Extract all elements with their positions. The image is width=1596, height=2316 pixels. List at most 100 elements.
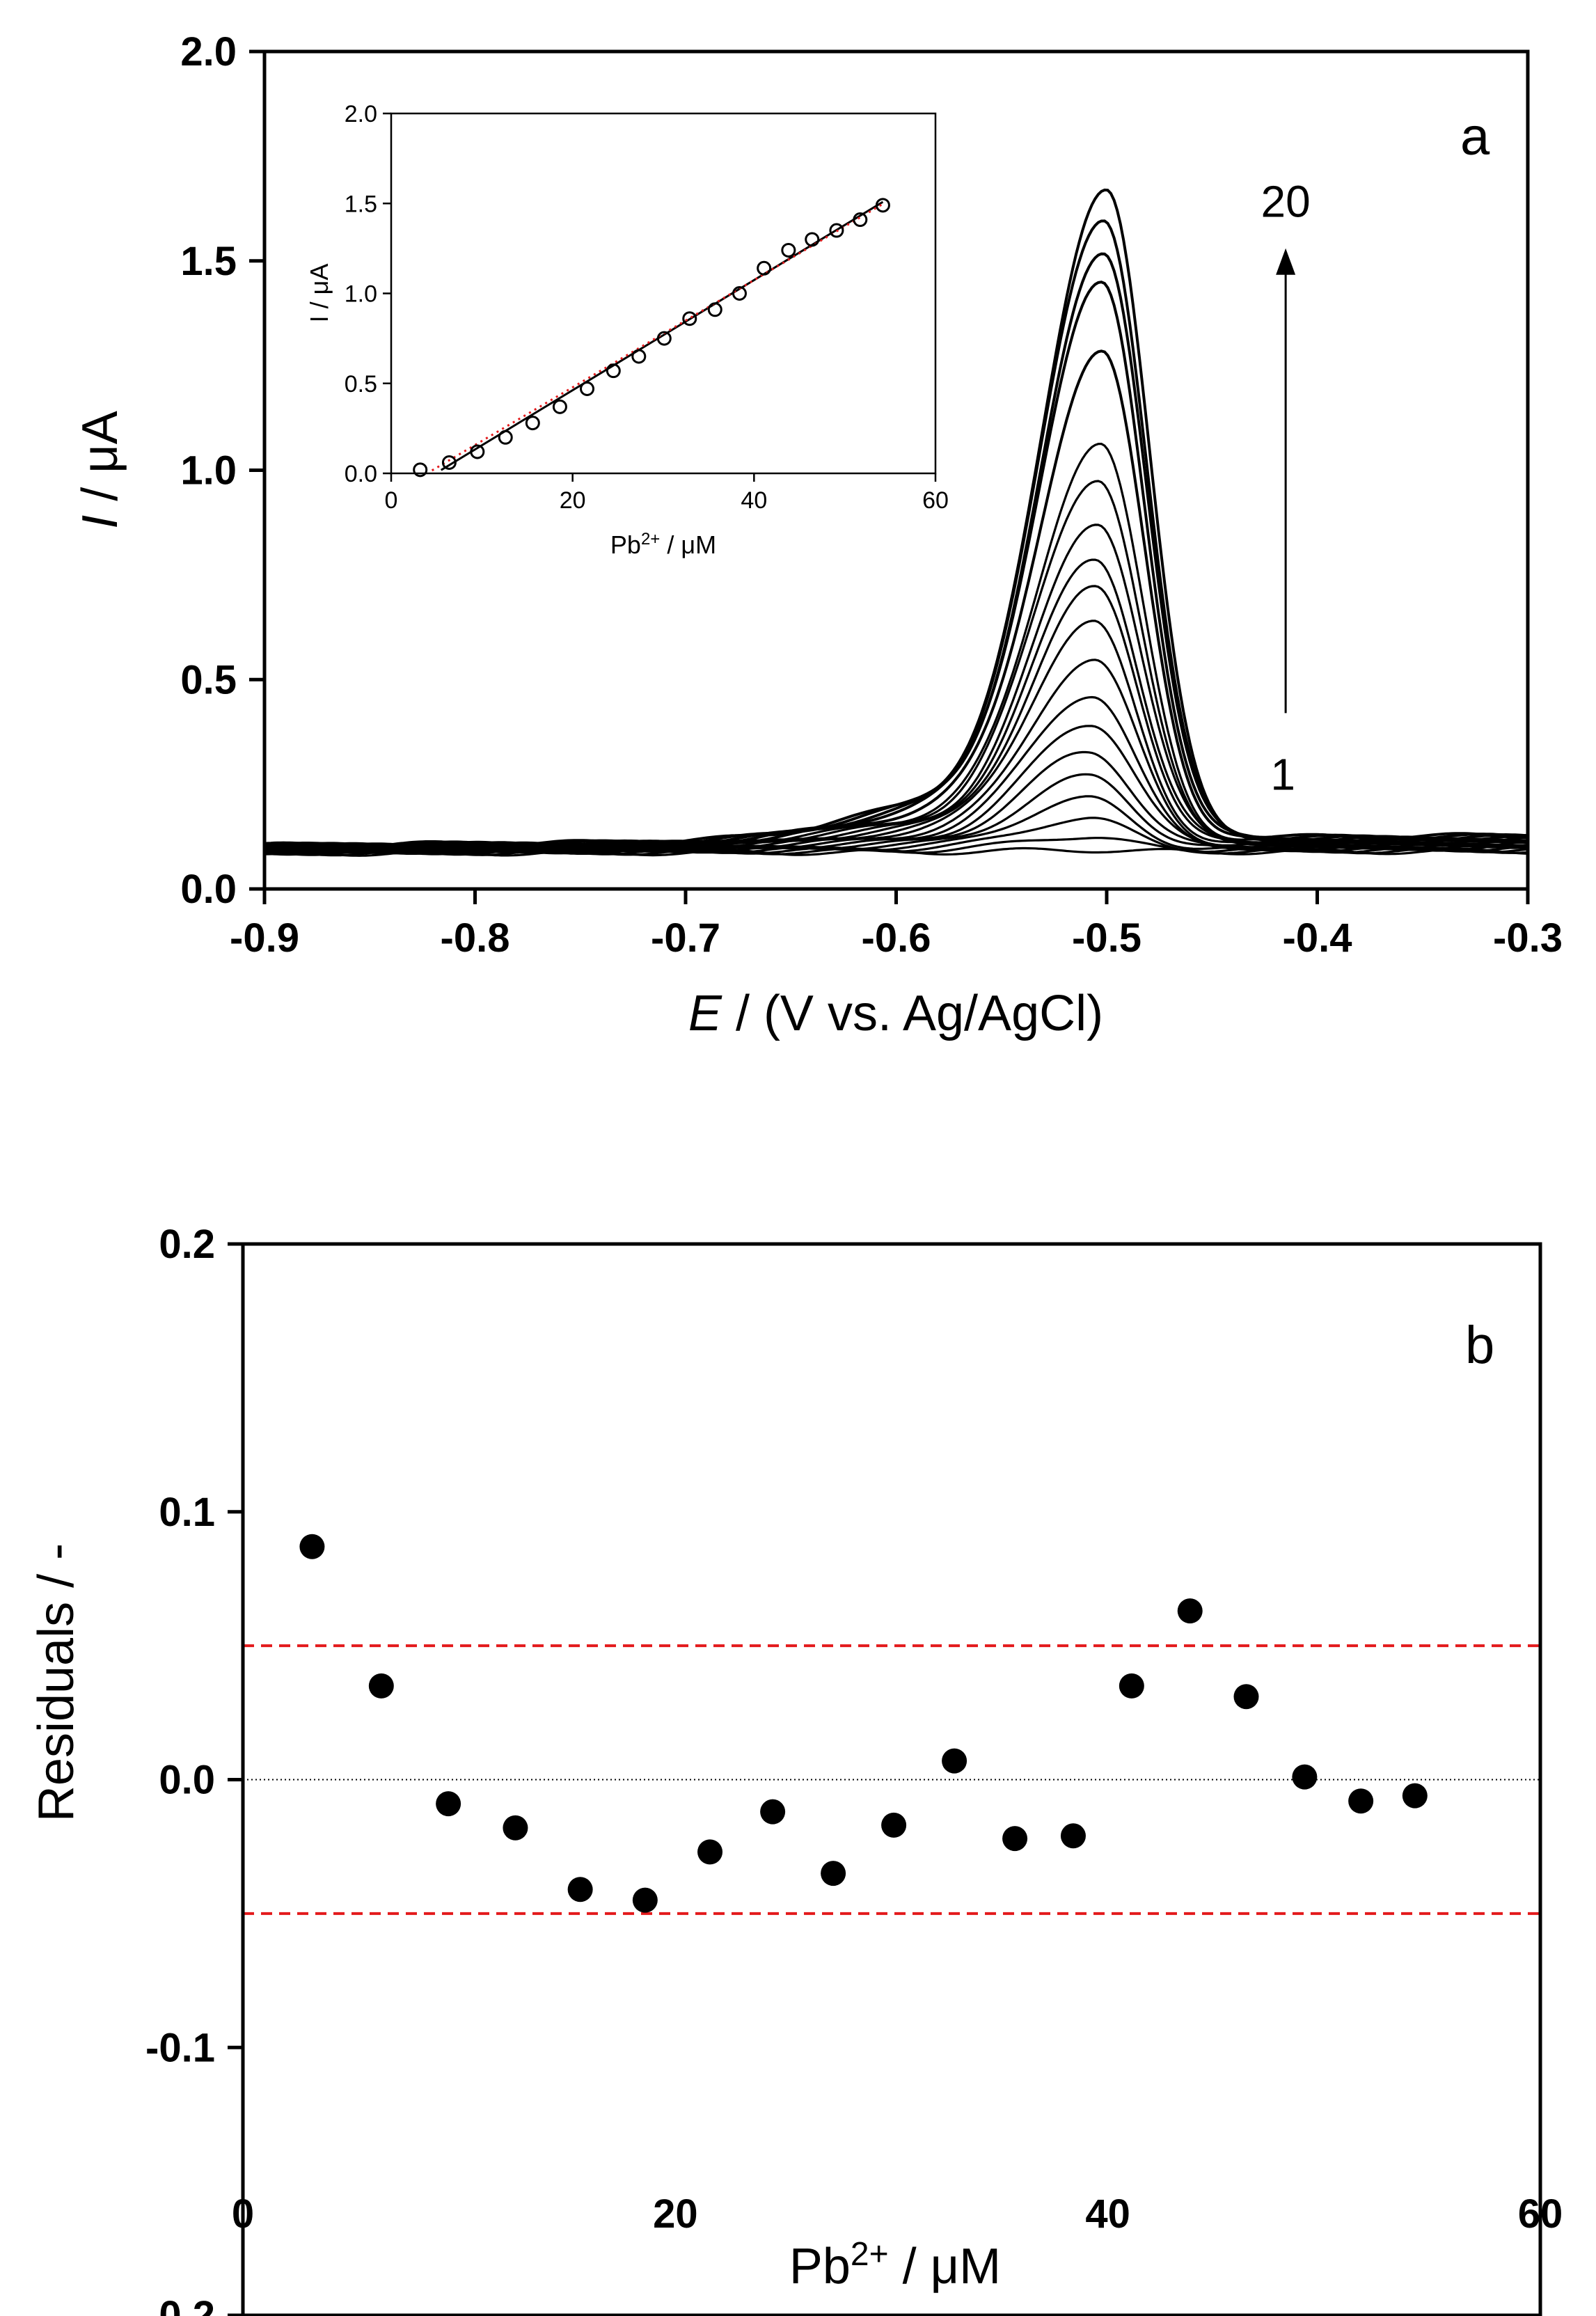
panel-b-y-axis-title: Residuals / -	[29, 1543, 84, 1822]
y-tick-label: 2.0	[180, 29, 237, 74]
inset-data-point	[805, 232, 820, 247]
residual-point	[881, 1812, 907, 1838]
inset-data-point	[707, 302, 722, 317]
inset-y-tick-label: 1.0	[345, 281, 377, 308]
y-tick-label: -0.1	[145, 2025, 215, 2070]
residual-point	[1233, 1684, 1259, 1710]
residual-point	[503, 1815, 528, 1841]
residual-point	[1119, 1673, 1144, 1699]
panel-b-chart: 0 20 40 60 -0.2-0.10.00.10.2 Residuals / - …	[29, 1222, 1563, 2316]
y-tick-label: 0.0	[180, 867, 237, 912]
inset-data-point	[757, 260, 772, 276]
residual-point	[697, 1839, 723, 1865]
x-tick-label: 40	[1085, 2191, 1130, 2237]
y-tick-label: 1.5	[180, 239, 237, 284]
x-tick-label: -0.5	[1072, 915, 1141, 961]
inset-background	[391, 113, 935, 473]
series-line-20	[264, 188, 1528, 849]
residual-point	[1177, 1598, 1203, 1624]
y-tick-label: 0.5	[180, 657, 237, 702]
panel-a-y-axis-title: I / μA	[72, 411, 128, 529]
panel-b-data-points	[299, 1534, 1428, 1913]
inset-data-point	[781, 242, 796, 258]
x-tick-label: 60	[1518, 2191, 1563, 2237]
inset-data-point	[853, 212, 868, 228]
residual-point	[821, 1861, 846, 1886]
x-tick-label: -0.6	[862, 915, 931, 961]
inset-data-point	[631, 349, 647, 364]
panel-a-y-ticks: 0.0 0.5 1.0 1.5 2.0	[180, 29, 264, 912]
inset-data-point	[656, 331, 672, 346]
inset-data-point	[580, 381, 595, 397]
panel-b-x-axis-title: Pb2+ / μM	[789, 2236, 1001, 2295]
inset-y-tick-label: 2.0	[345, 101, 377, 127]
residual-point	[1348, 1788, 1374, 1814]
inset-data-points	[413, 198, 890, 478]
residual-point	[1292, 1764, 1318, 1790]
residual-point	[942, 1748, 967, 1774]
x-tick-label: 20	[653, 2191, 698, 2237]
residual-point	[1002, 1826, 1028, 1852]
y-tick-label: 0.2	[159, 1222, 215, 1267]
panel-a-x-ticks: -0.9 -0.8 -0.7 -0.6 -0.5 -0.4 -0.3	[230, 889, 1563, 961]
inset-fit-lines	[431, 200, 884, 472]
inset-data-point	[606, 363, 621, 379]
residual-point	[436, 1791, 461, 1817]
inset-data-point	[732, 286, 747, 301]
inset-x-ticks: 0 20 40 60	[385, 473, 949, 514]
residual-point	[567, 1877, 593, 1903]
residual-point	[299, 1534, 325, 1559]
inset-y-tick-label: 0.0	[345, 461, 377, 487]
inset-x-tick-label: 20	[560, 487, 586, 514]
inset-data-point	[525, 416, 540, 431]
inset-data-point	[829, 223, 844, 238]
x-tick-label: -0.3	[1493, 915, 1563, 961]
inset-x-axis-title: Pb2+ / μM	[610, 530, 716, 560]
panel-b-reference-lines	[243, 1644, 1540, 1915]
y-tick-label: -0.2	[145, 2293, 215, 2316]
inset-data-point	[875, 198, 890, 213]
inset-data-point	[470, 444, 485, 459]
panel-b-y-ticks: -0.2 -0.1 0.0 0.1 0.2	[145, 1222, 243, 2316]
residual-point	[760, 1799, 786, 1825]
x-tick-label: -0.4	[1283, 915, 1352, 961]
series-line-8	[264, 695, 1528, 854]
inset-data-point	[441, 455, 457, 470]
inset-data-point	[413, 462, 428, 478]
residual-point	[632, 1887, 658, 1913]
residual-point	[368, 1673, 394, 1699]
x-tick-label: -0.8	[441, 915, 510, 961]
panel-a-arrow-head	[1276, 248, 1296, 275]
panel-a-arrow-label-20: 20	[1261, 177, 1311, 227]
residual-point	[1060, 1823, 1086, 1849]
panel-b-letter: b	[1465, 1316, 1494, 1375]
y-tick-label: 0.1	[159, 1490, 215, 1535]
y-tick-label: 0.0	[159, 1758, 215, 1803]
series-line-13	[264, 523, 1528, 851]
inset-data-point	[682, 311, 697, 326]
panel-a-curves	[264, 188, 1528, 857]
panel-a-letter: a	[1460, 107, 1490, 166]
inset-x-tick-label: 40	[741, 487, 767, 514]
x-tick-label: 0	[232, 2191, 254, 2237]
panel-a-chart: -0.9 -0.8 -0.7 -0.6 -0.5 -0.4 -0.3 0.0 0.5 1.0 1.…	[72, 29, 1563, 1041]
residual-point	[1402, 1783, 1428, 1809]
y-tick-label: 1.0	[180, 448, 237, 494]
x-tick-label: -0.9	[230, 915, 299, 961]
x-tick-label: -0.7	[651, 915, 720, 961]
inset-data-point	[552, 399, 567, 414]
inset-y-tick-label: 1.5	[345, 191, 377, 217]
inset-data-point	[498, 430, 513, 445]
inset-x-tick-label: 60	[922, 487, 949, 514]
inset-x-tick-label: 0	[385, 487, 398, 514]
series-line-15	[264, 442, 1528, 851]
inset-y-ticks: 0.0 0.5 1.0 1.5 2.0	[345, 101, 391, 487]
inset-y-tick-label: 0.5	[345, 371, 377, 397]
panel-a-arrow-label-1: 1	[1270, 749, 1295, 799]
panel-b-x-ticks: 0 20 40 60	[232, 2191, 1563, 2237]
panel-a-x-axis-title: E / (V vs. Ag/AgCl)	[688, 986, 1103, 1041]
inset-y-axis-title: I / μA	[305, 264, 333, 323]
inset-chart: 0 20 40 60 0.0 0.5 1.0 1.5 2.0 I / μA Pb2+ / μM	[305, 101, 949, 559]
series-line-14	[264, 480, 1528, 851]
